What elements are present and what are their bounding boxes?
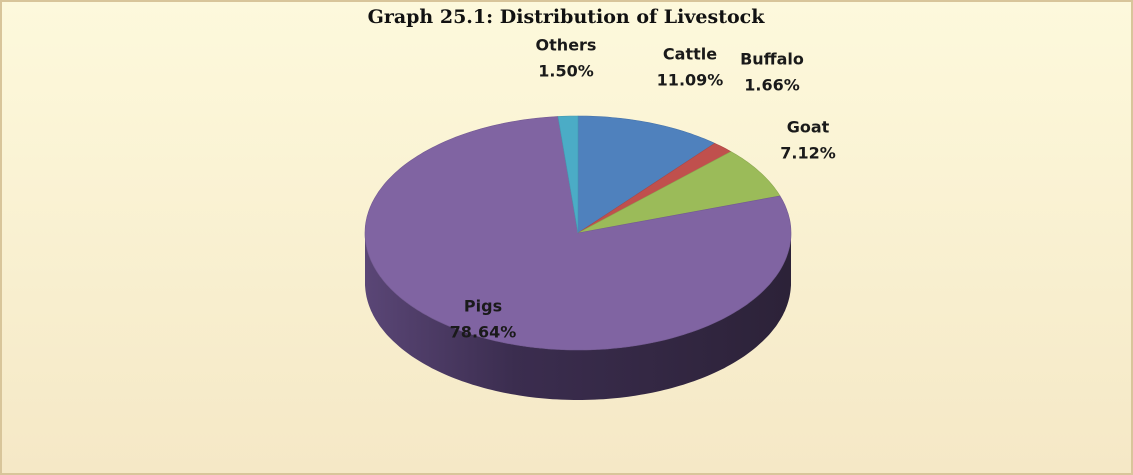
slice-value-label: 78.64%: [450, 323, 517, 342]
slice-label: Goat: [787, 118, 830, 137]
slice-value-label: 1.50%: [538, 62, 594, 81]
slice-value-label: 7.12%: [780, 144, 836, 163]
slice-value-label: 1.66%: [744, 76, 800, 95]
slice-label: Cattle: [663, 45, 717, 64]
slice-label: Others: [536, 36, 597, 55]
slice: [577, 142, 732, 234]
slice-label: Buffalo: [740, 50, 804, 69]
slice-value-label: 11.09%: [657, 71, 724, 90]
slice-label: Pigs: [464, 297, 502, 316]
chart-title: Graph 25.1: Distribution of Livestock: [368, 6, 766, 28]
slice: [364, 116, 792, 351]
slice: [557, 115, 579, 234]
labels: Cattle 11.09% Buffalo 1.66% Goat 7.12% Pigs 78.…: [450, 36, 836, 342]
pie: [364, 115, 792, 400]
slice: [577, 115, 716, 234]
slice-side: [365, 233, 791, 400]
slice: [577, 151, 781, 234]
